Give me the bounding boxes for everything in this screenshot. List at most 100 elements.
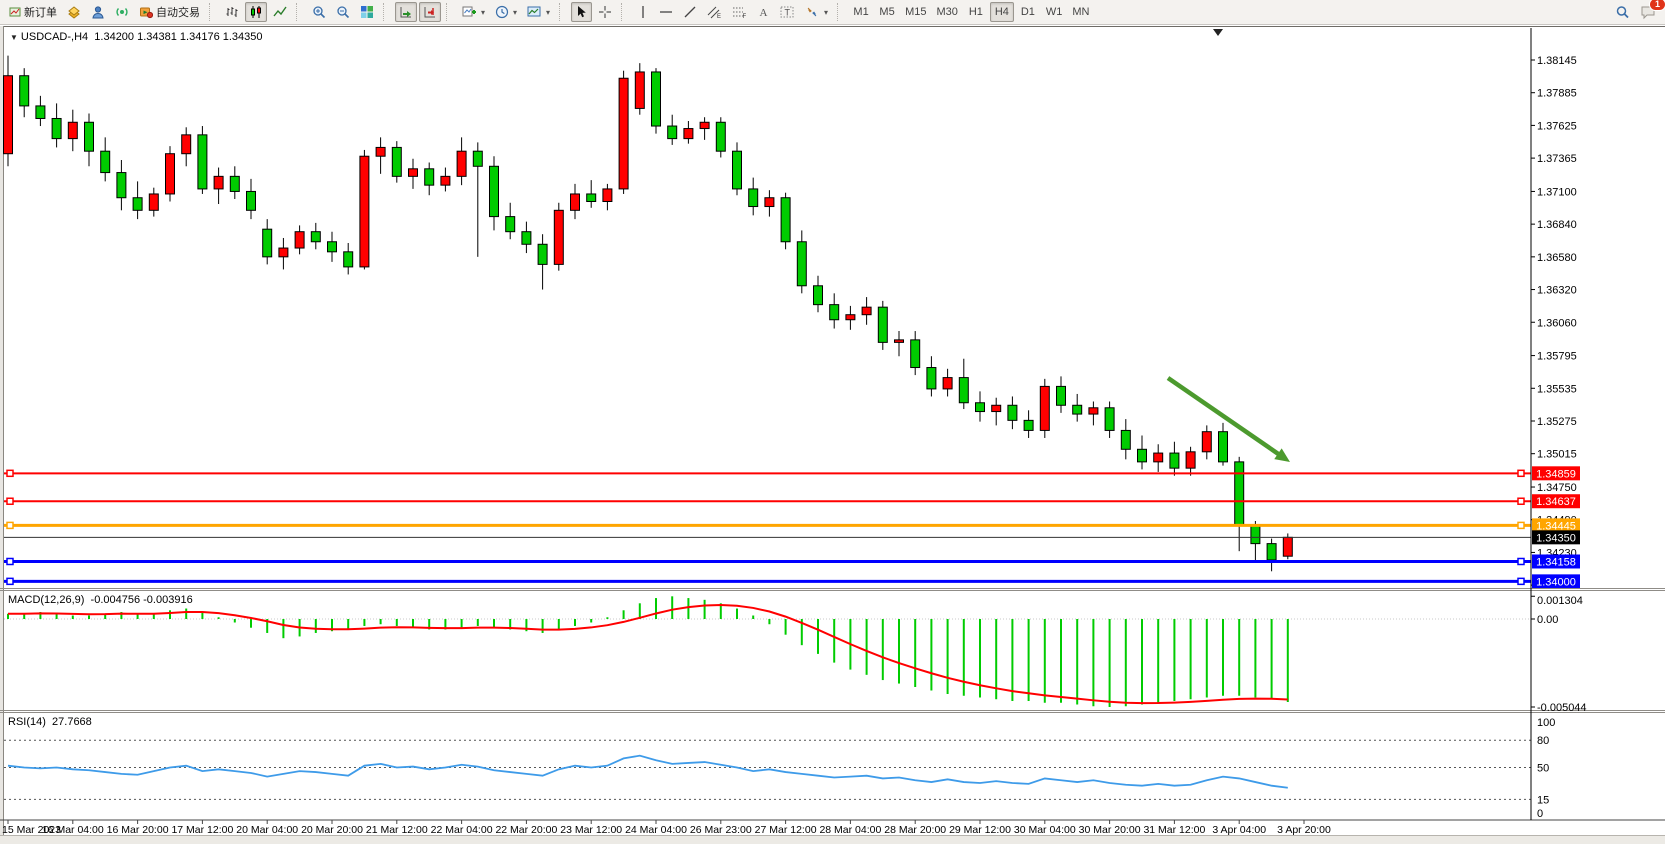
auto-trading-label: 自动交易 (156, 7, 200, 19)
signals-button[interactable] (111, 2, 133, 22)
fibonacci-tool-button[interactable]: F (728, 2, 751, 22)
price-axis-tick-label: 1.34750 (1537, 482, 1577, 494)
zoom-out-button[interactable] (332, 2, 354, 22)
macd-axis-label: -0.005044 (1537, 702, 1587, 714)
time-axis-label: 30 Mar 04:00 (1014, 824, 1076, 836)
arrows-tool-button[interactable]: ▾ (801, 2, 832, 22)
search-button[interactable] (1611, 2, 1634, 22)
candle-body (748, 188, 759, 208)
line-handle (6, 557, 14, 566)
candle-body (715, 121, 726, 152)
price-axis-tick-label: 1.36840 (1537, 219, 1577, 231)
rsi-pane-label: RSI(14) 27.7668 (8, 716, 92, 728)
candle-body (1282, 536, 1293, 557)
notification-badge[interactable]: 1 (1649, 0, 1665, 11)
status-bar (0, 835, 1665, 844)
price-badge-label: 1.34637 (1536, 496, 1576, 508)
macd-pane-label: MACD(12,26,9) -0.004756 -0.003916 (8, 594, 193, 606)
tile-windows-button[interactable] (356, 2, 378, 22)
price-axis-tick-label: 1.36060 (1537, 317, 1577, 329)
zoom-in-button[interactable] (308, 2, 330, 22)
auto-trading-button[interactable]: 自动交易 (135, 2, 204, 22)
auto-scroll-button[interactable] (395, 2, 417, 22)
price-badge-label: 1.34350 (1536, 532, 1576, 544)
time-axis-label: 20 Mar 04:00 (236, 824, 298, 836)
candle-body (1185, 451, 1196, 469)
accounts-button[interactable] (87, 2, 109, 22)
timeframe-m5-button[interactable]: M5 (875, 2, 899, 22)
line-handle (6, 577, 14, 586)
candle-body (262, 228, 273, 258)
price-badge-label: 1.34445 (1536, 520, 1576, 532)
equidistant-channel-icon: E (707, 6, 721, 19)
new-chart-icon (462, 6, 476, 17)
candle-body (343, 251, 354, 268)
chart-shift-button[interactable] (419, 2, 441, 22)
line-handle (1517, 521, 1525, 530)
candlestick-mode-button[interactable] (245, 2, 267, 22)
timeframe-mn-button[interactable]: MN (1068, 2, 1093, 22)
ohlc-values: 1.34200 1.34381 1.34176 1.34350 (94, 31, 263, 43)
time-axis-label: 3 Apr 04:00 (1212, 824, 1266, 836)
candle-body (975, 402, 985, 413)
toolbar-separator (446, 3, 454, 21)
templates-button[interactable]: ▾ (523, 2, 554, 22)
timeframe-h1-button[interactable]: H1 (964, 2, 988, 22)
candle-body (732, 150, 742, 190)
timeframe-m30-button[interactable]: M30 (932, 2, 961, 22)
timeframe-d1-button[interactable]: D1 (1016, 2, 1040, 22)
price-axis-tick-label: 1.37885 (1537, 88, 1577, 100)
bar-chart-mode-button[interactable] (221, 2, 243, 22)
cursor-tool-button[interactable] (571, 2, 593, 22)
candle-body (667, 125, 678, 140)
timeframe-m1-button[interactable]: M1 (849, 2, 873, 22)
hline-price-badge (1532, 554, 1580, 569)
candle-body (1072, 404, 1083, 415)
candle-body (942, 377, 953, 390)
macd-axis-label: 0.00 (1537, 614, 1558, 626)
price-axis-tick-label: 1.35275 (1537, 416, 1577, 428)
history-center-button[interactable] (63, 2, 85, 22)
svg-text:F: F (743, 14, 747, 19)
price-badge-label: 1.34000 (1536, 576, 1576, 588)
vertical-line-tool-button[interactable] (633, 2, 653, 22)
line-handle (1517, 557, 1525, 566)
candle-body (3, 75, 13, 155)
candle-body (780, 197, 791, 243)
main-toolbar: 新订单 自动交易 (0, 0, 1665, 25)
template-icon (527, 6, 541, 17)
dropdown-caret: ▾ (513, 7, 518, 17)
trend-arrow-annotation (1166, 376, 1285, 460)
symbol-dropdown-icon[interactable]: ▼ (10, 33, 18, 42)
time-axis-label: 30 Mar 20:00 (1079, 824, 1141, 836)
candle-body (1104, 407, 1115, 431)
candle-body (1088, 407, 1099, 415)
horizontal-line-tool-button[interactable] (655, 2, 677, 22)
timeframe-w1-button[interactable]: W1 (1042, 2, 1067, 22)
candle-body (877, 306, 888, 343)
candle-body (1007, 404, 1018, 421)
channel-tool-button[interactable]: E (703, 2, 726, 22)
hline-price-badge (1532, 518, 1580, 533)
rsi-axis-label: 0 (1537, 808, 1543, 820)
time-axis-label: 15 Mar 2023 (2, 824, 61, 836)
candle-body (991, 404, 1002, 413)
text-tool-button[interactable]: A (753, 2, 774, 22)
line-chart-mode-button[interactable] (269, 2, 291, 22)
crosshair-tool-button[interactable] (594, 2, 616, 22)
vertical-line-icon (642, 6, 644, 18)
timeframe-m15-button[interactable]: M15 (901, 2, 930, 22)
new-order-button[interactable]: 新订单 (5, 2, 61, 22)
candle-body (246, 190, 256, 211)
timeframe-h4-button[interactable]: H4 (989, 2, 1014, 22)
periods-button[interactable]: ▾ (491, 2, 521, 22)
symbol-timeframe-label: USDCAD-,H4 (20, 31, 89, 43)
new-chart-button[interactable]: ▾ (458, 2, 489, 22)
candle-body (910, 339, 921, 369)
candle-body (1137, 448, 1147, 463)
text-label-tool-button[interactable]: T (776, 2, 799, 22)
trendline-tool-button[interactable] (679, 2, 701, 22)
candle-body (796, 241, 807, 287)
dropdown-caret: ▾ (481, 7, 486, 17)
